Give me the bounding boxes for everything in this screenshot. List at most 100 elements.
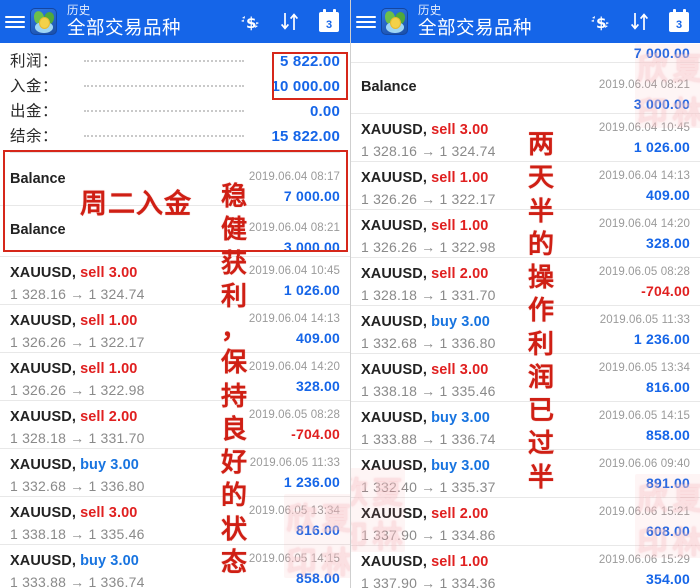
row-meta-cell: 2019.06.06 15:29 354.00 [599, 552, 690, 588]
annotation-char: 半 [527, 195, 554, 226]
hamburger-icon[interactable] [5, 12, 25, 32]
balance-row[interactable]: Balance 2019.06.04 08:17 7 000.00 [0, 155, 350, 206]
row-time: 2019.06.04 08:21 [598, 79, 690, 91]
annotation-char: 过 [527, 428, 554, 459]
deal-row[interactable]: XAUUSD, sell 3.00 1 328.16 → 1 324.74 2019… [0, 257, 350, 305]
history-list[interactable]: Balance 2019.06.04 08:17 7 000.00 Balance 20… [0, 155, 350, 588]
row-meta-cell: 2019.06.05 13:34 816.00 [599, 360, 690, 401]
deal-info-cell: XAUUSD, sell 1.00 1 326.26 → 1 322.98 [361, 216, 496, 257]
summary-row: 出金： 0.00 [10, 99, 340, 124]
deal-prices: 1 328.16 → 1 324.74 [10, 286, 145, 303]
row-meta-cell: 2019.06.04 08:21 3 000.00 [599, 77, 690, 113]
annotation-char: ， [220, 314, 247, 345]
deal-prices: 1 326.26 → 1 322.98 [361, 239, 496, 256]
row-time: 2019.06.05 13:34 [598, 362, 690, 374]
sort-arrows-icon[interactable] [629, 11, 651, 32]
partial-row-top[interactable]: 7 000.00 [351, 43, 700, 63]
deal-row[interactable]: XAUUSD, buy 3.00 1 332.68 → 1 336.80 2019.… [351, 306, 700, 354]
annotation-tuesday-deposit: 周二入金 [80, 189, 192, 219]
row-meta-cell: 2019.06.04 14:13 409.00 [249, 311, 340, 352]
annotation-char: 利 [220, 280, 247, 311]
leader-dots [84, 135, 244, 137]
row-profit: 891.00 [645, 474, 690, 491]
deal-prices: 1 328.18 → 1 331.70 [10, 430, 145, 447]
deal-row[interactable]: XAUUSD, sell 1.00 1 337.90 → 1 334.36 2019… [351, 546, 700, 588]
deal-side: sell 1.00 [431, 170, 489, 186]
balance-label: Balance [10, 171, 66, 187]
row-profit: 1 026.00 [633, 138, 690, 155]
deal-side: buy 3.00 [431, 458, 490, 474]
row-meta-cell: 2019.06.06 15:21 608.00 [599, 504, 690, 545]
deal-info-cell: XAUUSD, buy 3.00 1 333.88 → 1 336.74 [361, 408, 496, 449]
row-meta-cell: 2019.06.05 14:15 858.00 [249, 551, 340, 588]
summary-row: 利润： 5 822.00 [10, 49, 340, 74]
row-meta-cell: 2019.06.04 14:13 409.00 [599, 168, 690, 209]
deal-prices: 1 328.16 → 1 324.74 [361, 143, 496, 160]
hamburger-icon[interactable] [356, 12, 376, 32]
header-titles: 历史 全部交易品种 [418, 5, 589, 37]
annotation-char: 操 [527, 262, 554, 293]
calendar-icon[interactable]: 3 [669, 8, 689, 32]
sort-arrows-icon[interactable] [279, 11, 301, 32]
deal-row[interactable]: XAUUSD, sell 3.00 1 338.18 → 1 335.46 2019… [351, 354, 700, 402]
deal-row[interactable]: XAUUSD, sell 1.00 1 326.26 → 1 322.17 2019… [0, 305, 350, 353]
right-screenshot-panel: 历史 全部交易品种 $ [350, 0, 700, 588]
deal-symbol: XAUUSD, buy 3.00 [10, 457, 139, 473]
deal-side: sell 2.00 [80, 409, 138, 425]
row-meta-cell: 2019.06.04 08:21 3 000.00 [249, 220, 340, 256]
app-header-bar: 历史 全部交易品种 $ [0, 0, 350, 43]
deal-symbol: XAUUSD, buy 3.00 [361, 458, 490, 474]
balance-row[interactable]: Balance 2019.06.04 08:21 3 000.00 [351, 63, 700, 114]
deal-row[interactable]: XAUUSD, sell 3.00 1 338.18 → 1 335.46 2019… [0, 497, 350, 545]
deal-symbol: XAUUSD, buy 3.00 [361, 410, 490, 426]
annotation-char: 天 [527, 162, 554, 193]
deal-row[interactable]: XAUUSD, buy 3.00 1 332.40 → 1 335.37 2019.… [351, 450, 700, 498]
deal-side: sell 3.00 [80, 505, 138, 521]
row-profit: 1 026.00 [283, 281, 340, 298]
deal-row[interactable]: XAUUSD, buy 3.00 1 333.88 → 1 336.74 2019.… [351, 402, 700, 450]
header-icon-group: $ 3 [239, 8, 339, 32]
row-profit: 816.00 [295, 521, 340, 538]
app-logo-icon [30, 8, 57, 35]
history-list[interactable]: Balance 2019.06.04 08:21 3 000.00 XAUUSD, s… [351, 63, 700, 588]
row-profit: 858.00 [295, 569, 340, 586]
deal-prices: 1 338.18 → 1 335.46 [10, 526, 145, 543]
deal-side: sell 3.00 [431, 362, 489, 378]
balance-cell: Balance [10, 220, 66, 256]
deal-info-cell: XAUUSD, sell 2.00 1 328.18 → 1 331.70 [10, 407, 145, 448]
annotation-char: 持 [220, 380, 247, 411]
deal-row[interactable]: XAUUSD, sell 2.00 1 337.90 → 1 334.86 2019… [351, 498, 700, 546]
leader-dots [84, 60, 244, 62]
deal-row[interactable]: XAUUSD, sell 1.00 1 326.26 → 1 322.98 2019… [351, 210, 700, 258]
summary-value: 10 000.00 [271, 78, 340, 95]
header-title: 全部交易品种 [67, 17, 182, 39]
deal-row[interactable]: XAUUSD, sell 2.00 1 328.18 → 1 331.70 2019… [0, 401, 350, 449]
currency-exchange-icon[interactable]: $ [589, 12, 611, 32]
deal-row[interactable]: XAUUSD, sell 1.00 1 326.26 → 1 322.98 2019… [0, 353, 350, 401]
divider [10, 152, 340, 153]
deal-row[interactable]: XAUUSD, sell 2.00 1 328.18 → 1 331.70 2019… [351, 258, 700, 306]
row-profit: 409.00 [645, 186, 690, 203]
deal-row[interactable]: XAUUSD, buy 3.00 1 332.68 → 1 336.80 2019.… [0, 449, 350, 497]
calendar-icon[interactable]: 3 [319, 8, 339, 32]
deal-row[interactable]: XAUUSD, sell 1.00 1 326.26 → 1 322.17 2019… [351, 162, 700, 210]
row-time: 2019.06.05 08:28 [598, 266, 690, 278]
deal-row[interactable]: XAUUSD, sell 3.00 1 328.16 → 1 324.74 2019… [351, 114, 700, 162]
deal-side: buy 3.00 [431, 314, 490, 330]
deal-symbol: XAUUSD, sell 1.00 [361, 218, 489, 234]
row-profit: 3 000.00 [633, 95, 690, 112]
deal-row[interactable]: XAUUSD, buy 3.00 1 333.88 → 1 336.74 2019.… [0, 545, 350, 588]
row-time: 2019.06.06 15:21 [598, 506, 690, 518]
currency-exchange-icon[interactable]: $ [239, 12, 261, 32]
annotation-char: 稳 [220, 181, 247, 211]
row-time: 2019.06.05 13:34 [248, 505, 340, 517]
deal-info-cell: XAUUSD, sell 1.00 1 326.26 → 1 322.17 [10, 311, 145, 352]
calendar-day-label: 3 [325, 18, 333, 31]
left-screenshot-panel: 历史 全部交易品种 $ [0, 0, 350, 588]
annotation-char: 两 [527, 129, 554, 159]
leader-dots [84, 110, 244, 112]
annotation-char: 好 [220, 447, 247, 478]
deal-side: sell 1.00 [431, 554, 489, 570]
row-meta-cell: 2019.06.05 14:15 858.00 [599, 408, 690, 449]
